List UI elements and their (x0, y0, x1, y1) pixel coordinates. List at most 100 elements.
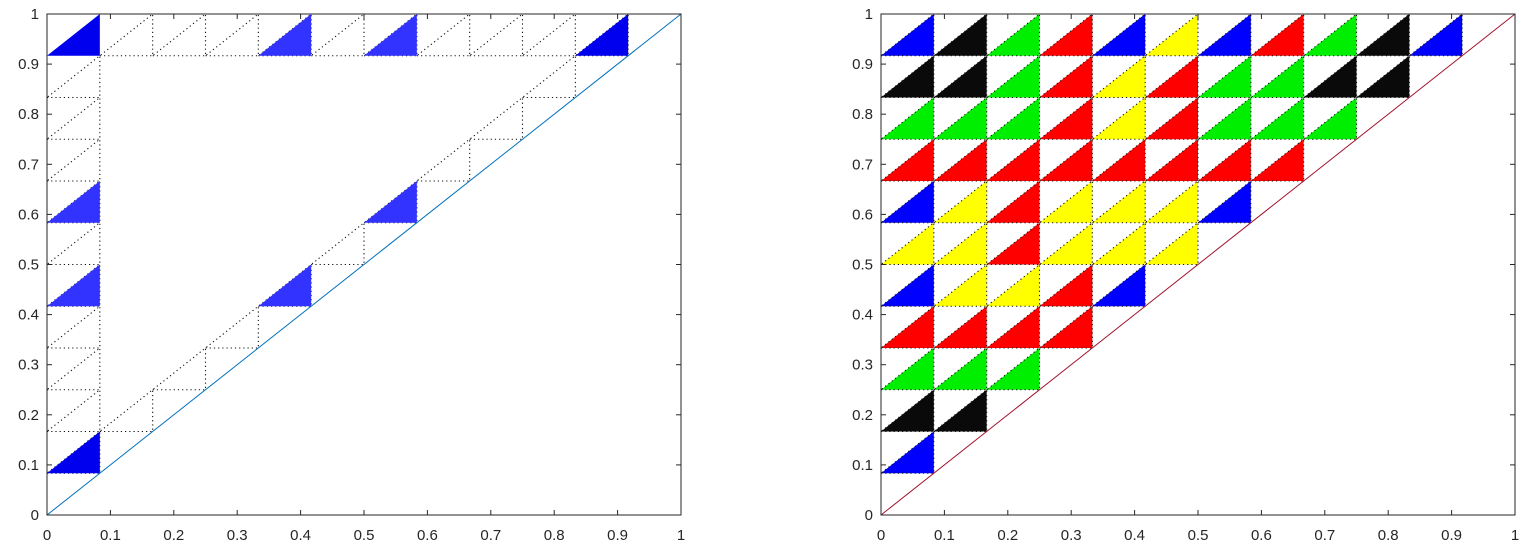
colored-cell (932, 388, 988, 433)
colored-cell (1037, 305, 1093, 349)
y-tick-label: 0.6 (852, 206, 873, 223)
y-tick-label: 1 (31, 6, 39, 23)
filled-triangle (575, 14, 629, 56)
filled-triangle (364, 14, 417, 56)
x-tick-label: 0.9 (607, 527, 628, 544)
colored-cell (1037, 138, 1093, 182)
x-tick-label: 0.2 (997, 527, 1018, 544)
filled-triangle (47, 264, 100, 307)
x-tick-label: 1 (677, 527, 685, 544)
colored-cell (1196, 96, 1252, 140)
y-tick-label: 0.7 (852, 156, 873, 173)
colored-cell (879, 305, 935, 349)
y-tick-label: 0.9 (852, 56, 873, 73)
colored-cell (1196, 12, 1252, 57)
y-tick-label: 0.2 (18, 407, 39, 424)
colored-cell (1354, 12, 1410, 57)
filled-triangle (47, 431, 100, 474)
colored-cell (879, 12, 935, 57)
colored-cell (1302, 96, 1358, 140)
colored-cell (879, 388, 935, 433)
colored-cell (1037, 221, 1093, 266)
colored-cell (1302, 12, 1358, 57)
colored-cell (932, 221, 988, 266)
colored-cell (1143, 12, 1199, 57)
diagonal-line (46, 13, 682, 516)
filled-triangle (258, 264, 312, 307)
x-tick-label: 0.2 (163, 527, 184, 544)
y-tick-label: 0 (31, 507, 39, 524)
colored-cell (879, 96, 935, 140)
colored-cell (932, 346, 988, 391)
colored-cell (1037, 12, 1093, 57)
colored-cell (1249, 12, 1305, 57)
colored-cell (1090, 12, 1146, 57)
colored-cell (1143, 138, 1199, 182)
colored-cell (879, 179, 935, 224)
y-tick-label: 1 (865, 6, 873, 23)
x-tick-label: 0.8 (544, 527, 565, 544)
colored-cell (1249, 54, 1305, 99)
colored-cell (879, 263, 935, 307)
y-tick-label: 0 (865, 507, 873, 524)
colored-cell (879, 430, 935, 474)
x-tick-label: 0 (877, 527, 885, 544)
colored-cell (985, 179, 1041, 224)
colored-cell (1143, 96, 1199, 140)
right-plot: 0 0.1 0.2 0.3 0.4 0.5 0.6 0.7 0.8 0.9 1 0 0.1 0.2 0.3 0… (852, 6, 1519, 544)
colored-cell (1090, 138, 1146, 182)
colored-cell (879, 54, 935, 99)
colored-cell (985, 305, 1041, 349)
y-tick-label: 0.3 (18, 357, 39, 374)
filled-triangle (364, 181, 417, 223)
colored-cell (1407, 12, 1463, 57)
colored-cell (879, 138, 935, 182)
colored-cell (1037, 96, 1093, 140)
colored-cell (985, 138, 1041, 182)
x-tick-label: 0.6 (1251, 527, 1272, 544)
colored-cell (1249, 138, 1305, 182)
y-tick-label: 0.8 (18, 106, 39, 123)
y-tick-label: 0.9 (18, 56, 39, 73)
colored-cell (1196, 54, 1252, 99)
colored-cell (1090, 179, 1146, 224)
colored-cell (932, 12, 988, 57)
colored-cell (985, 12, 1041, 57)
x-tick-label: 0.3 (1061, 527, 1082, 544)
colored-cell (1196, 179, 1252, 224)
colored-cell (1143, 179, 1199, 224)
colored-cell (985, 346, 1041, 391)
y-tick-label: 0.7 (18, 156, 39, 173)
colored-cell (1302, 54, 1358, 99)
x-tick-label: 0.7 (480, 527, 501, 544)
colored-cell (932, 54, 988, 99)
colored-cell (932, 138, 988, 182)
y-tick-label: 0.8 (852, 106, 873, 123)
x-tick-label: 0.1 (100, 527, 121, 544)
y-tick-label: 0.5 (852, 257, 873, 274)
x-tick-label: 0.4 (1124, 527, 1145, 544)
y-tick-label: 0.2 (852, 407, 873, 424)
colored-cell (1143, 221, 1199, 266)
colored-cell (932, 96, 988, 140)
colored-cell (985, 96, 1041, 140)
x-tick-label: 0.8 (1378, 527, 1399, 544)
colored-cell (1249, 96, 1305, 140)
colored-cell (1090, 263, 1146, 307)
x-tick-label: 0.4 (290, 527, 311, 544)
left-plot: 0 0.1 0.2 0.3 0.4 0.5 0.6 0.7 0.8 0.9 1 0 0.1 0.2 0.3 0… (18, 6, 685, 544)
colored-cell (1196, 138, 1252, 182)
colored-cell (1037, 263, 1093, 307)
colored-cell (985, 54, 1041, 99)
y-tick-label: 0.4 (18, 307, 39, 324)
colored-cell (985, 221, 1041, 266)
y-tick-label: 0.4 (852, 307, 873, 324)
colored-cell (1090, 221, 1146, 266)
x-tick-label: 0 (43, 527, 51, 544)
colored-cell (985, 263, 1041, 307)
y-tick-label: 0.1 (852, 457, 873, 474)
colored-cell (1090, 54, 1146, 99)
filled-triangle (47, 14, 100, 56)
colored-cell (1354, 54, 1410, 99)
